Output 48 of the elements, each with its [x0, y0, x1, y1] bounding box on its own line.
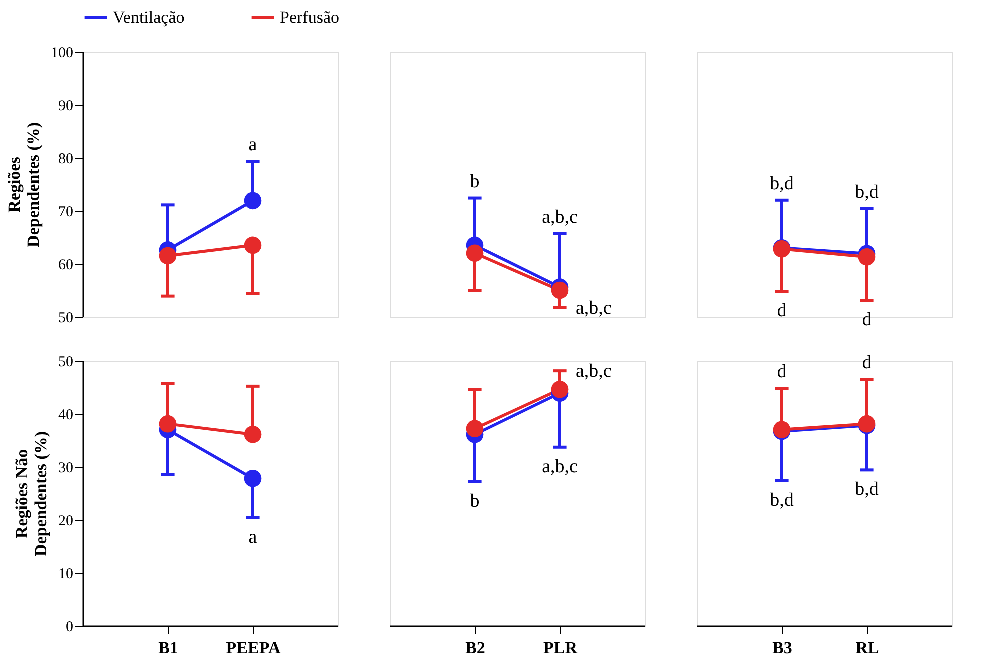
x-tick-label: RL: [856, 638, 880, 658]
point: [466, 244, 484, 262]
point: [159, 247, 177, 265]
y-tick-label: 0: [66, 620, 74, 636]
y-axis-title: Regiões Dependentes (%): [5, 122, 43, 248]
x-tick-label: PEEPA: [226, 638, 282, 658]
y-tick-label: 10: [58, 566, 74, 582]
annotation: a,b,c: [576, 298, 612, 319]
point: [551, 282, 569, 300]
annotation: b,d: [855, 182, 880, 203]
x-tick-label: B2: [466, 638, 486, 658]
point: [244, 192, 262, 210]
legend-label: Perfusão: [280, 8, 340, 27]
legend-label: Ventilação: [113, 8, 185, 27]
point: [244, 426, 262, 444]
point: [551, 380, 569, 398]
annotation: a: [248, 134, 258, 156]
y-tick-label: 30: [58, 460, 74, 476]
annotation: b,d: [855, 479, 880, 500]
point: [244, 470, 262, 488]
point: [466, 420, 484, 438]
x-tick-label: B1: [158, 638, 178, 658]
x-tick-label: B3: [772, 638, 792, 658]
y-tick-label: 50: [58, 310, 74, 326]
y-axis-title: Regiões Não Dependentes (%): [12, 431, 50, 557]
y-tick-label: 40: [58, 408, 74, 424]
y-tick-label: 100: [51, 46, 74, 62]
y-tick-label: 60: [58, 258, 74, 274]
point: [159, 415, 177, 433]
annotation: b,d: [770, 490, 794, 511]
x-tick-label: PLR: [544, 638, 578, 658]
annotation: b: [470, 490, 480, 512]
y-tick-label: 80: [58, 152, 74, 168]
annotation: d: [862, 310, 872, 331]
annotation: a: [248, 526, 258, 548]
annotation: d: [862, 352, 872, 374]
annotation: a,b,c: [576, 361, 612, 382]
y-tick-label: 20: [58, 514, 74, 530]
y-tick-label: 70: [58, 204, 74, 220]
annotation: a,b,c: [542, 206, 578, 228]
annotation: d: [777, 300, 788, 322]
annotation: b: [470, 171, 480, 192]
annotation: b,d: [770, 173, 794, 194]
annotation: a,b,c: [542, 456, 578, 478]
annotation: d: [777, 362, 788, 383]
point: [244, 236, 262, 254]
y-tick-label: 50: [58, 354, 74, 370]
y-tick-label: 90: [58, 98, 74, 114]
